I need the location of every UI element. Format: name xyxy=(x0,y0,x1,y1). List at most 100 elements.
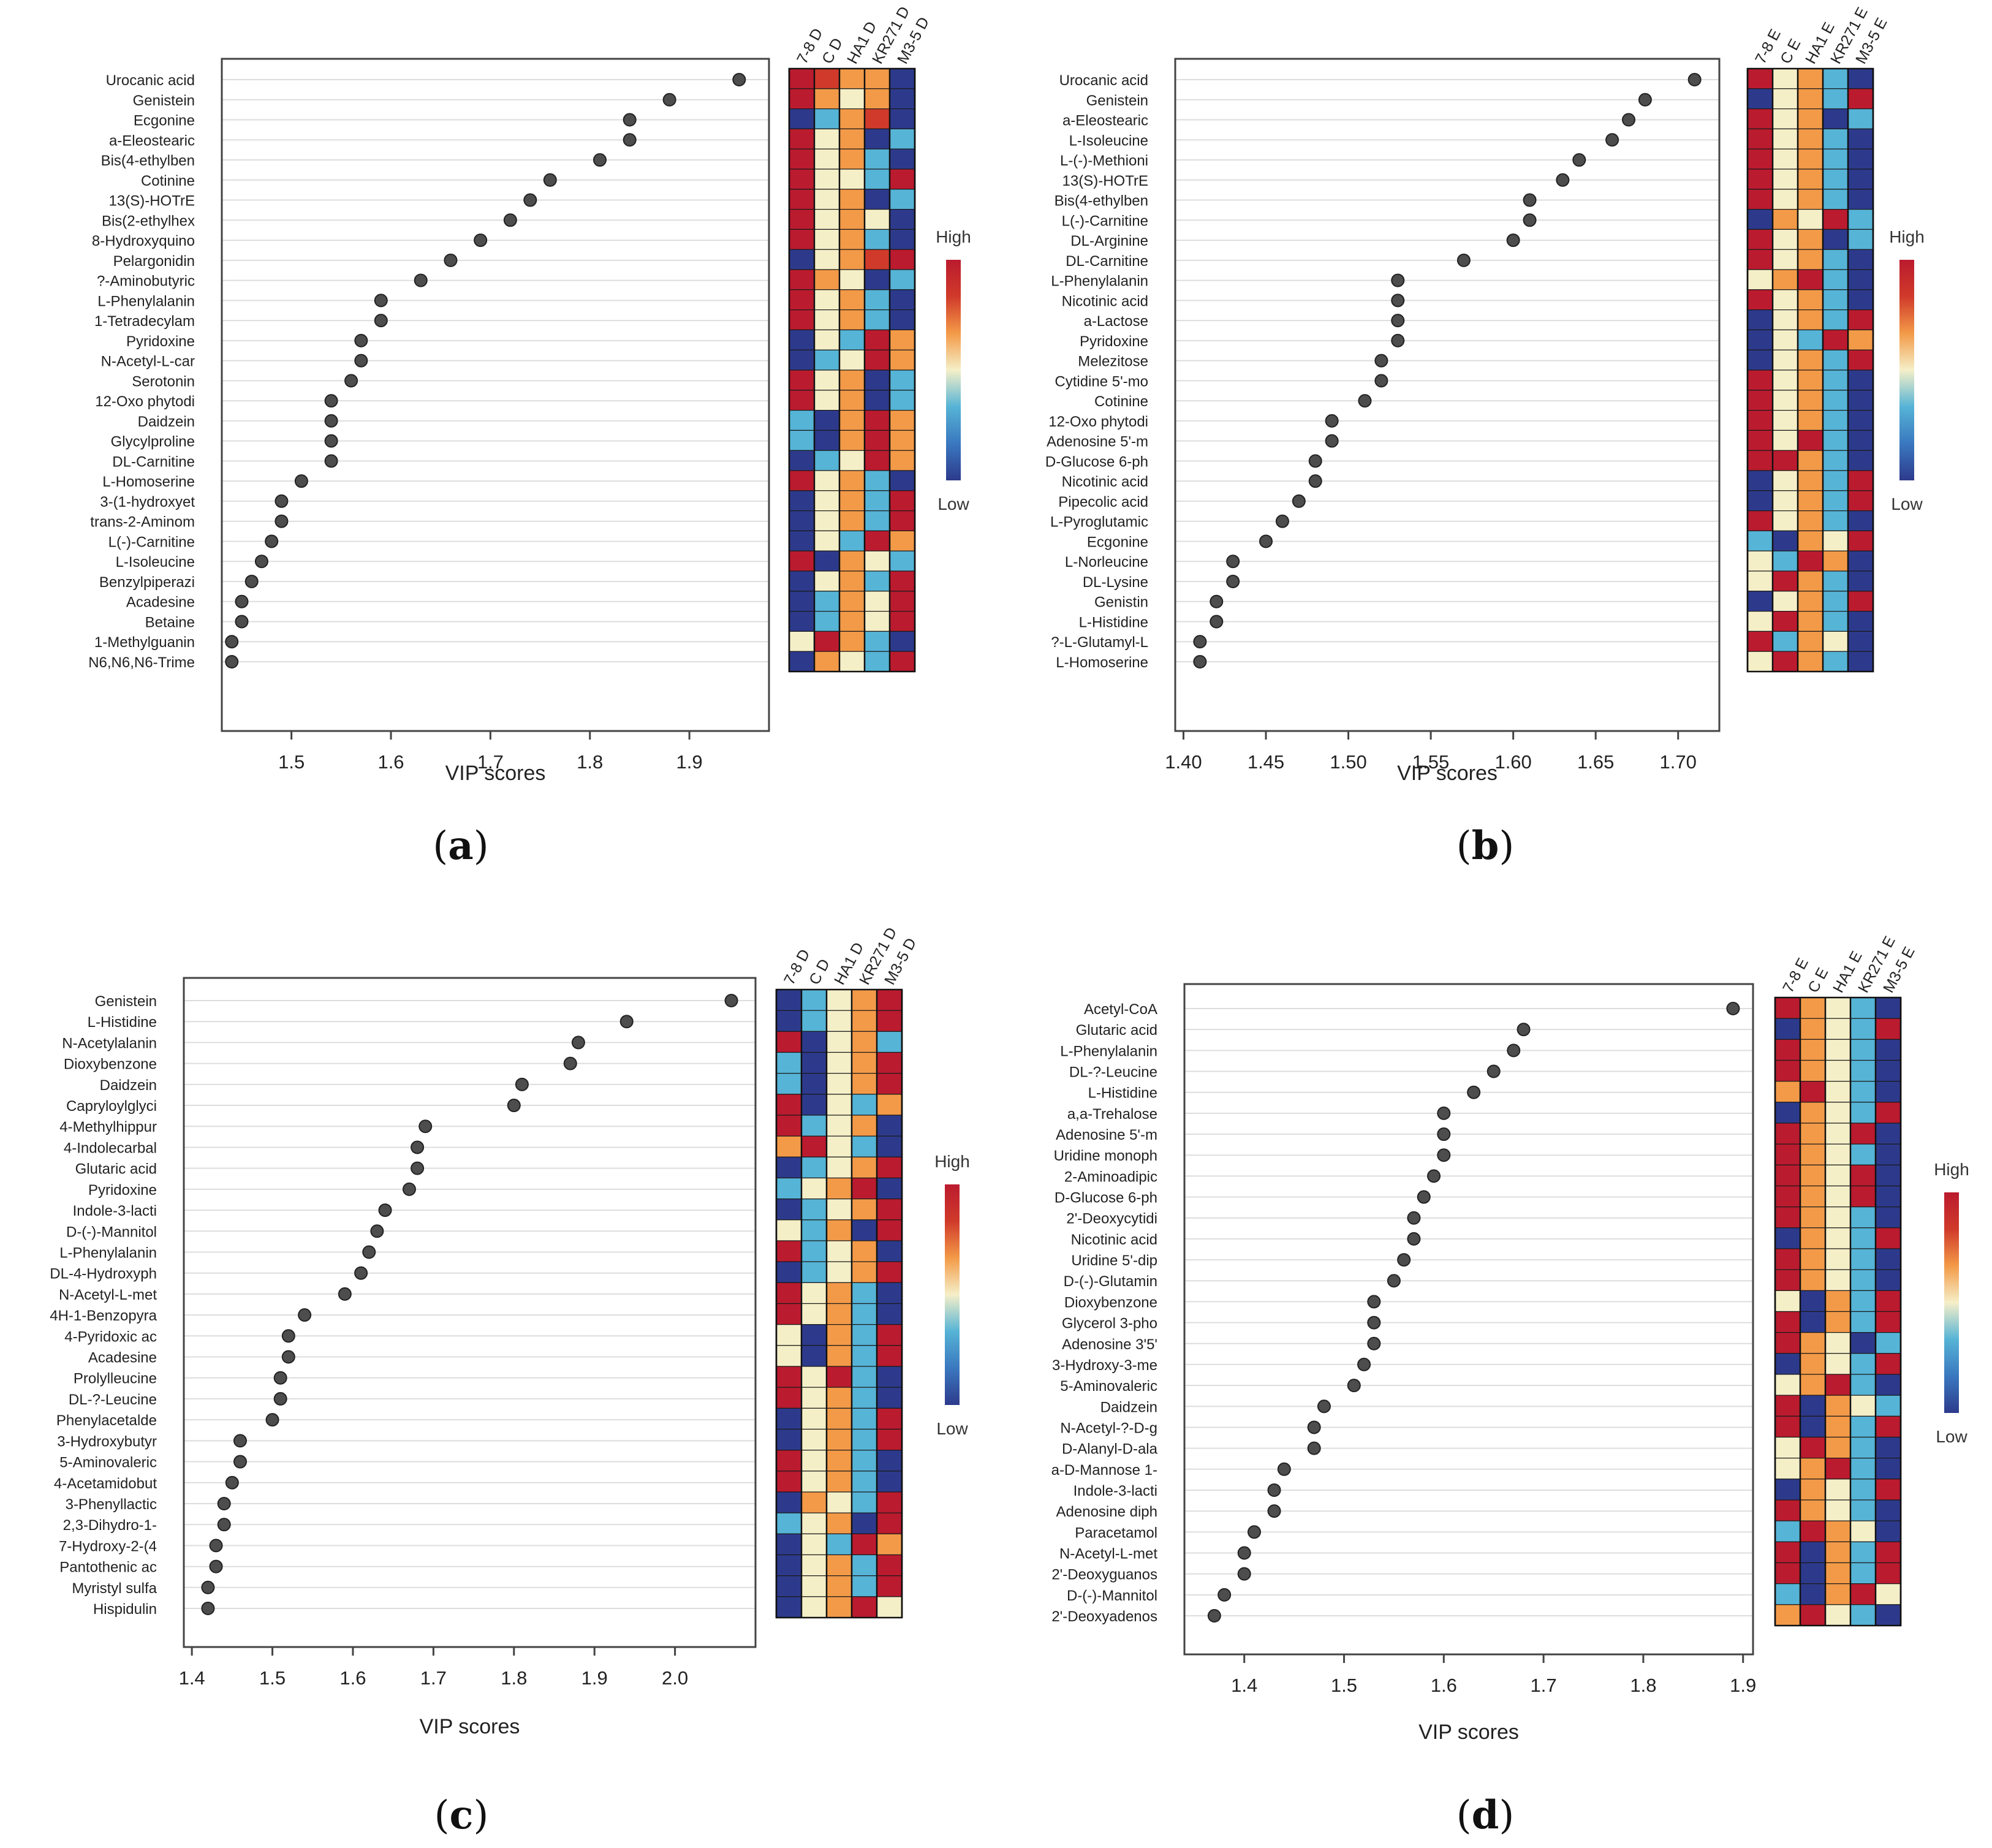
x-tick-label: 1.9 xyxy=(1730,1675,1756,1696)
heatmap-cell xyxy=(839,249,865,270)
heatmap-cell xyxy=(876,1345,903,1367)
heatmap-cell xyxy=(1772,249,1798,270)
compound-label: Glycerol 3-pho xyxy=(1062,1316,1157,1332)
heatmap-cell xyxy=(1797,68,1823,89)
heatmap-cell xyxy=(801,1177,827,1200)
heatmap-cell xyxy=(1797,88,1823,110)
heatmap-cell xyxy=(1797,289,1823,311)
vip-point xyxy=(1517,1023,1531,1037)
heatmap-cell xyxy=(876,1010,903,1032)
vip-point xyxy=(1307,1441,1321,1455)
heatmap-cell xyxy=(839,450,865,471)
heatmap-cell xyxy=(826,1135,852,1157)
vip-point xyxy=(414,273,428,287)
heatmap-cell xyxy=(1800,1541,1826,1564)
heatmap-cell xyxy=(801,1428,827,1451)
heatmap-cell xyxy=(839,309,865,331)
compound-label: a-Lactose xyxy=(1084,313,1148,330)
heatmap-frame xyxy=(788,67,916,673)
heatmap-cell xyxy=(1747,369,1773,391)
heatmap-cell xyxy=(789,409,815,431)
heatmap-cell xyxy=(1847,470,1874,491)
heatmap-cell xyxy=(826,1051,852,1074)
heatmap-cell xyxy=(1875,1059,1901,1082)
heatmap-cell xyxy=(851,1219,877,1241)
compound-label: Bis(4-ethylben xyxy=(1055,193,1148,210)
compound-label: 2-Aminoadipic xyxy=(1064,1168,1157,1185)
heatmap-cell xyxy=(1800,1562,1826,1585)
heatmap-cell xyxy=(826,1282,852,1305)
legend-colorbar xyxy=(946,260,961,480)
heatmap-cell xyxy=(789,88,815,110)
heatmap-cell xyxy=(839,209,865,230)
vip-point xyxy=(1325,414,1339,428)
heatmap-cell xyxy=(1772,169,1798,190)
heatmap-cell xyxy=(801,1303,827,1325)
heatmap-cell xyxy=(1847,209,1874,230)
heatmap-cell xyxy=(1747,229,1773,250)
compound-label: 1-Methylguanin xyxy=(94,634,195,651)
heatmap-cell xyxy=(851,1554,877,1577)
plot-frame xyxy=(1174,58,1721,732)
heatmap-cell xyxy=(1774,1102,1801,1124)
heatmap-cell xyxy=(1774,997,1801,1019)
panel-caption: (a) xyxy=(433,823,488,869)
vip-point xyxy=(1437,1127,1451,1142)
heatmap-cell xyxy=(801,1533,827,1556)
heatmap-cell xyxy=(1847,369,1874,391)
compound-label: Urocanic acid xyxy=(1059,72,1148,89)
heatmap-cell xyxy=(814,68,840,89)
heatmap-cell xyxy=(801,1156,827,1179)
legend-low-label: Low xyxy=(1936,1427,1967,1446)
heatmap-cell xyxy=(801,1010,827,1032)
panel-d: Acetyl-CoA Glutaric acid L-Phenylalanin DL-… xyxy=(1051,933,1969,1838)
heatmap-cell xyxy=(1847,550,1874,572)
heatmap-cell xyxy=(826,1240,852,1262)
vip-point xyxy=(411,1140,425,1154)
heatmap-cell xyxy=(1825,1374,1851,1396)
heatmap-cell xyxy=(851,1428,877,1451)
heatmap-cell xyxy=(1747,269,1773,290)
heatmap-cell xyxy=(1797,108,1823,130)
compound-label: Acadesine xyxy=(126,594,195,611)
heatmap-cell xyxy=(1774,1562,1801,1585)
x-axis-title: VIP scores xyxy=(1397,762,1498,785)
heatmap-cell xyxy=(1847,591,1874,612)
heatmap-cell xyxy=(1850,1374,1876,1396)
caption-paren: ) xyxy=(1499,824,1514,869)
heatmap-cell xyxy=(814,369,840,391)
vip-point xyxy=(1325,434,1339,448)
heatmap-cell xyxy=(1875,1018,1901,1040)
vip-point xyxy=(233,1434,247,1448)
heatmap-cell xyxy=(1747,430,1773,451)
heatmap-cell xyxy=(1797,510,1823,531)
heatmap-cell xyxy=(1747,249,1773,270)
vip-point xyxy=(1507,1043,1521,1058)
heatmap-cell xyxy=(1774,1206,1801,1229)
heatmap-cell xyxy=(789,570,815,592)
heatmap-cell xyxy=(876,1261,903,1283)
legend-colorbar xyxy=(1944,1192,1959,1413)
heatmap-cell xyxy=(1847,530,1874,551)
heatmap-cell xyxy=(1797,550,1823,572)
heatmap-cell xyxy=(1797,570,1823,592)
x-tick-label: 1.45 xyxy=(1248,751,1284,773)
heatmap-cell xyxy=(789,450,815,471)
heatmap-cell xyxy=(851,1512,877,1534)
heatmap-cell xyxy=(1774,1583,1801,1605)
vip-point xyxy=(1358,394,1372,408)
heatmap-cell xyxy=(1800,1039,1826,1061)
compound-label: N-Acetylalanin xyxy=(62,1035,157,1051)
heatmap-cell xyxy=(776,1094,802,1116)
compound-label: Ecgonine xyxy=(134,113,195,129)
vip-point xyxy=(362,1245,376,1259)
caption-paren: ) xyxy=(473,1793,488,1838)
heatmap-cell xyxy=(1875,1479,1901,1501)
vip-point xyxy=(1367,1316,1381,1330)
vip-point xyxy=(523,193,537,207)
heatmap-cell xyxy=(851,1051,877,1074)
heatmap-cell xyxy=(1850,1143,1876,1165)
compound-label: ?-Aminobutyric xyxy=(97,273,195,290)
heatmap-cell xyxy=(1825,1562,1851,1585)
heatmap-cell xyxy=(876,1554,903,1577)
